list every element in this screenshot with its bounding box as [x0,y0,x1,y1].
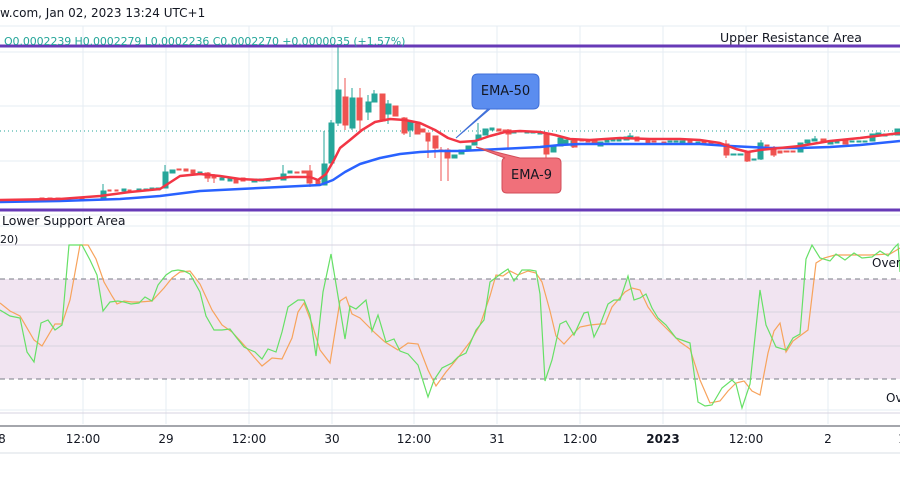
time-tick: 31 [489,432,505,446]
time-tick: 12:00 [728,432,764,446]
time-tick: 1 [898,432,900,446]
ema50-callout-label: EMA-50 [480,84,531,99]
time-tick: 8 [0,432,6,446]
time-tick: 12:00 [562,432,598,446]
time-tick: 12:00 [231,432,267,446]
stoch-grid [0,244,900,414]
ema9-callout-bubble[interactable] [475,146,562,194]
lower-support-label: Lower Support Area [2,213,126,228]
ema9-callout-label: EMA-9 [511,168,552,183]
stoch-k-line [0,242,900,411]
stoch-band-fill [0,279,900,379]
overbought-label: Over [872,256,900,270]
ema50-callout-bubble[interactable] [455,73,540,139]
chart-source-header: w.com, Jan 02, 2023 13:24 UTC+1 [0,6,206,20]
oversold-label: Ov [886,391,900,405]
stoch-d-line [0,244,900,404]
ohlc-legend: O0.0002239 H0.0002279 L0.0002236 C0.0002… [4,35,406,48]
horizontal-grid [0,25,900,411]
ema50-line [0,139,900,204]
candlesticks [39,46,900,200]
time-tick: 30 [324,432,340,446]
upper-resistance-label: Upper Resistance Area [720,30,862,45]
time-tick: 12:00 [396,432,432,446]
ema9-line [0,117,900,202]
time-tick: 29 [158,432,174,446]
time-tick-year: 2023 [646,432,680,446]
time-tick: 12:00 [65,432,101,446]
time-tick: 2 [824,432,832,446]
stochastic-indicator-label: 20) [0,233,19,246]
